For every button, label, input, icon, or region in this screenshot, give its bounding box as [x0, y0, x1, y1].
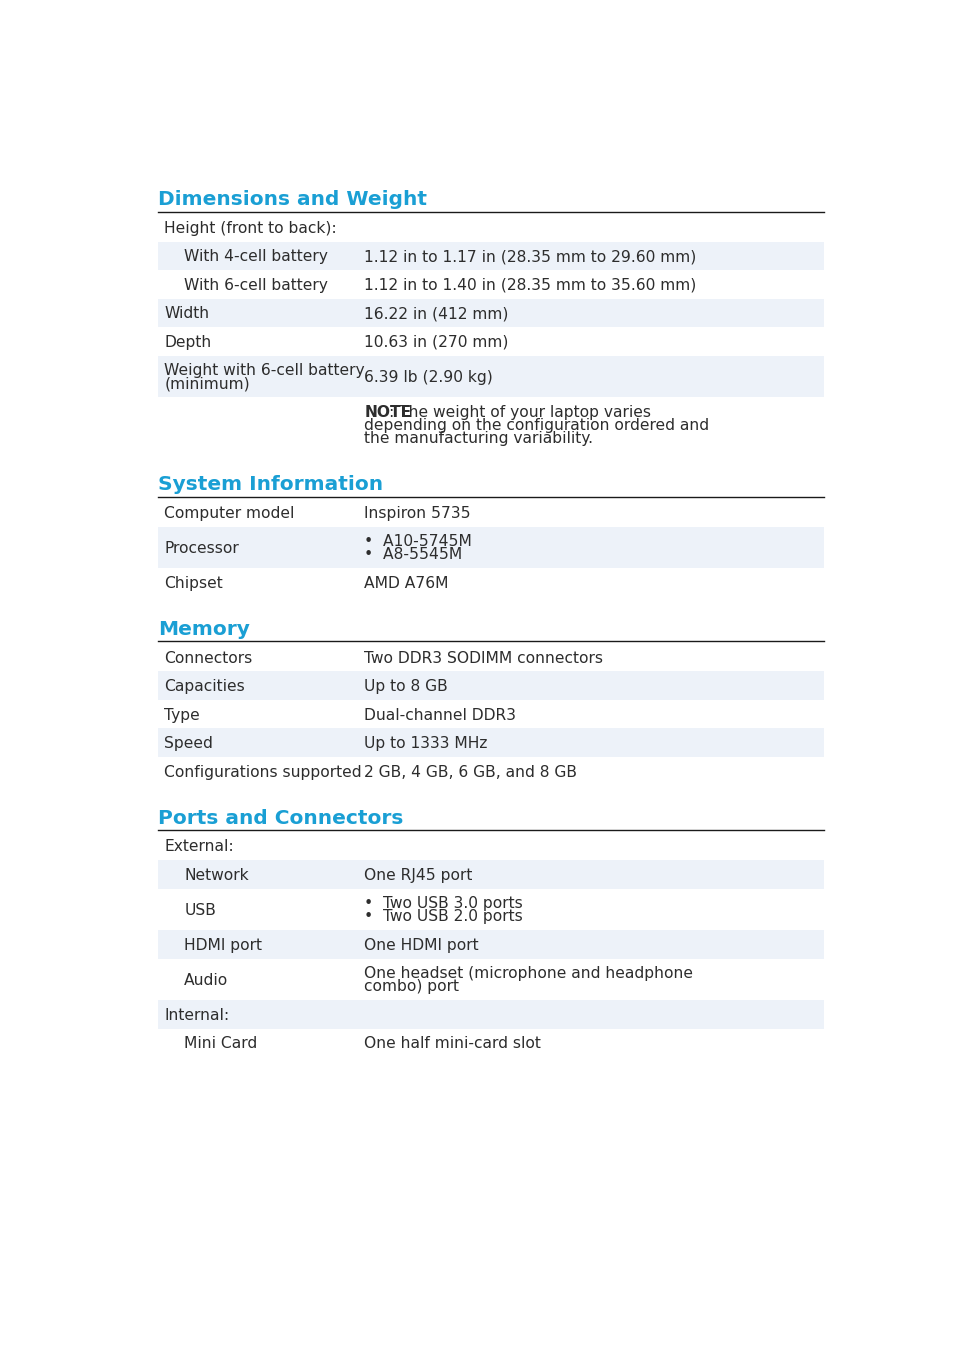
- Text: With 4-cell battery: With 4-cell battery: [184, 249, 328, 264]
- Text: Height (front to back):: Height (front to back):: [164, 221, 336, 236]
- Text: •  Two USB 2.0 ports: • Two USB 2.0 ports: [364, 910, 522, 925]
- Text: Connectors: Connectors: [164, 651, 253, 666]
- Text: Dimensions and Weight: Dimensions and Weight: [158, 190, 427, 210]
- Text: Chipset: Chipset: [164, 575, 223, 590]
- Text: One half mini-card slot: One half mini-card slot: [364, 1036, 540, 1052]
- Text: AMD A76M: AMD A76M: [364, 575, 448, 590]
- Text: NOTE: NOTE: [364, 405, 411, 420]
- Text: 6.39 lb (2.90 kg): 6.39 lb (2.90 kg): [364, 370, 493, 385]
- Text: 2 GB, 4 GB, 6 GB, and 8 GB: 2 GB, 4 GB, 6 GB, and 8 GB: [364, 765, 577, 780]
- Text: 16.22 in (412 mm): 16.22 in (412 mm): [364, 306, 508, 321]
- Text: System Information: System Information: [158, 475, 383, 494]
- Text: 10.63 in (270 mm): 10.63 in (270 mm): [364, 334, 508, 349]
- Text: With 6-cell battery: With 6-cell battery: [184, 278, 328, 292]
- Text: Audio: Audio: [184, 974, 229, 988]
- Bar: [158, 356, 823, 397]
- Text: Depth: Depth: [164, 334, 212, 349]
- Text: depending on the configuration ordered and: depending on the configuration ordered a…: [364, 418, 708, 433]
- Bar: [158, 728, 823, 757]
- Text: Inspiron 5735: Inspiron 5735: [364, 506, 470, 521]
- Text: Two DDR3 SODIMM connectors: Two DDR3 SODIMM connectors: [364, 651, 602, 666]
- Text: Dual-channel DDR3: Dual-channel DDR3: [364, 708, 516, 723]
- Text: Memory: Memory: [158, 620, 250, 639]
- Bar: [158, 299, 823, 328]
- Text: •  Two USB 3.0 ports: • Two USB 3.0 ports: [364, 896, 522, 911]
- Text: 1.12 in to 1.17 in (28.35 mm to 29.60 mm): 1.12 in to 1.17 in (28.35 mm to 29.60 mm…: [364, 249, 696, 264]
- Text: Mini Card: Mini Card: [184, 1036, 257, 1052]
- Text: External:: External:: [164, 839, 233, 854]
- Text: Up to 1333 MHz: Up to 1333 MHz: [364, 737, 487, 751]
- Text: Width: Width: [164, 306, 209, 321]
- Bar: [158, 860, 823, 888]
- Text: 1.12 in to 1.40 in (28.35 mm to 35.60 mm): 1.12 in to 1.40 in (28.35 mm to 35.60 mm…: [364, 278, 696, 292]
- Bar: [158, 930, 823, 959]
- Text: Up to 8 GB: Up to 8 GB: [364, 680, 447, 695]
- Text: Weight with 6-cell battery: Weight with 6-cell battery: [164, 363, 364, 379]
- Bar: [158, 1001, 823, 1029]
- Text: Ports and Connectors: Ports and Connectors: [158, 808, 403, 827]
- Text: Configurations supported: Configurations supported: [164, 765, 361, 780]
- Bar: [158, 242, 823, 271]
- Text: HDMI port: HDMI port: [184, 938, 262, 953]
- Text: Network: Network: [184, 868, 249, 883]
- Text: USB: USB: [184, 903, 216, 918]
- Text: One headset (microphone and headphone: One headset (microphone and headphone: [364, 967, 693, 982]
- Text: Processor: Processor: [164, 542, 238, 556]
- Text: combo) port: combo) port: [364, 979, 458, 994]
- Text: Internal:: Internal:: [164, 1007, 229, 1022]
- Text: the manufacturing variability.: the manufacturing variability.: [364, 431, 593, 447]
- Text: One RJ45 port: One RJ45 port: [364, 868, 472, 883]
- Text: Capacities: Capacities: [164, 680, 245, 695]
- Text: •  A8-5545M: • A8-5545M: [364, 547, 462, 562]
- Text: One HDMI port: One HDMI port: [364, 938, 478, 953]
- Text: (minimum): (minimum): [164, 376, 250, 391]
- Text: Computer model: Computer model: [164, 506, 294, 521]
- Text: Type: Type: [164, 708, 200, 723]
- Bar: [158, 672, 823, 700]
- Text: : The weight of your laptop varies: : The weight of your laptop varies: [389, 405, 650, 420]
- Text: •  A10-5745M: • A10-5745M: [364, 535, 472, 550]
- Bar: [158, 527, 823, 569]
- Text: Speed: Speed: [164, 737, 213, 751]
